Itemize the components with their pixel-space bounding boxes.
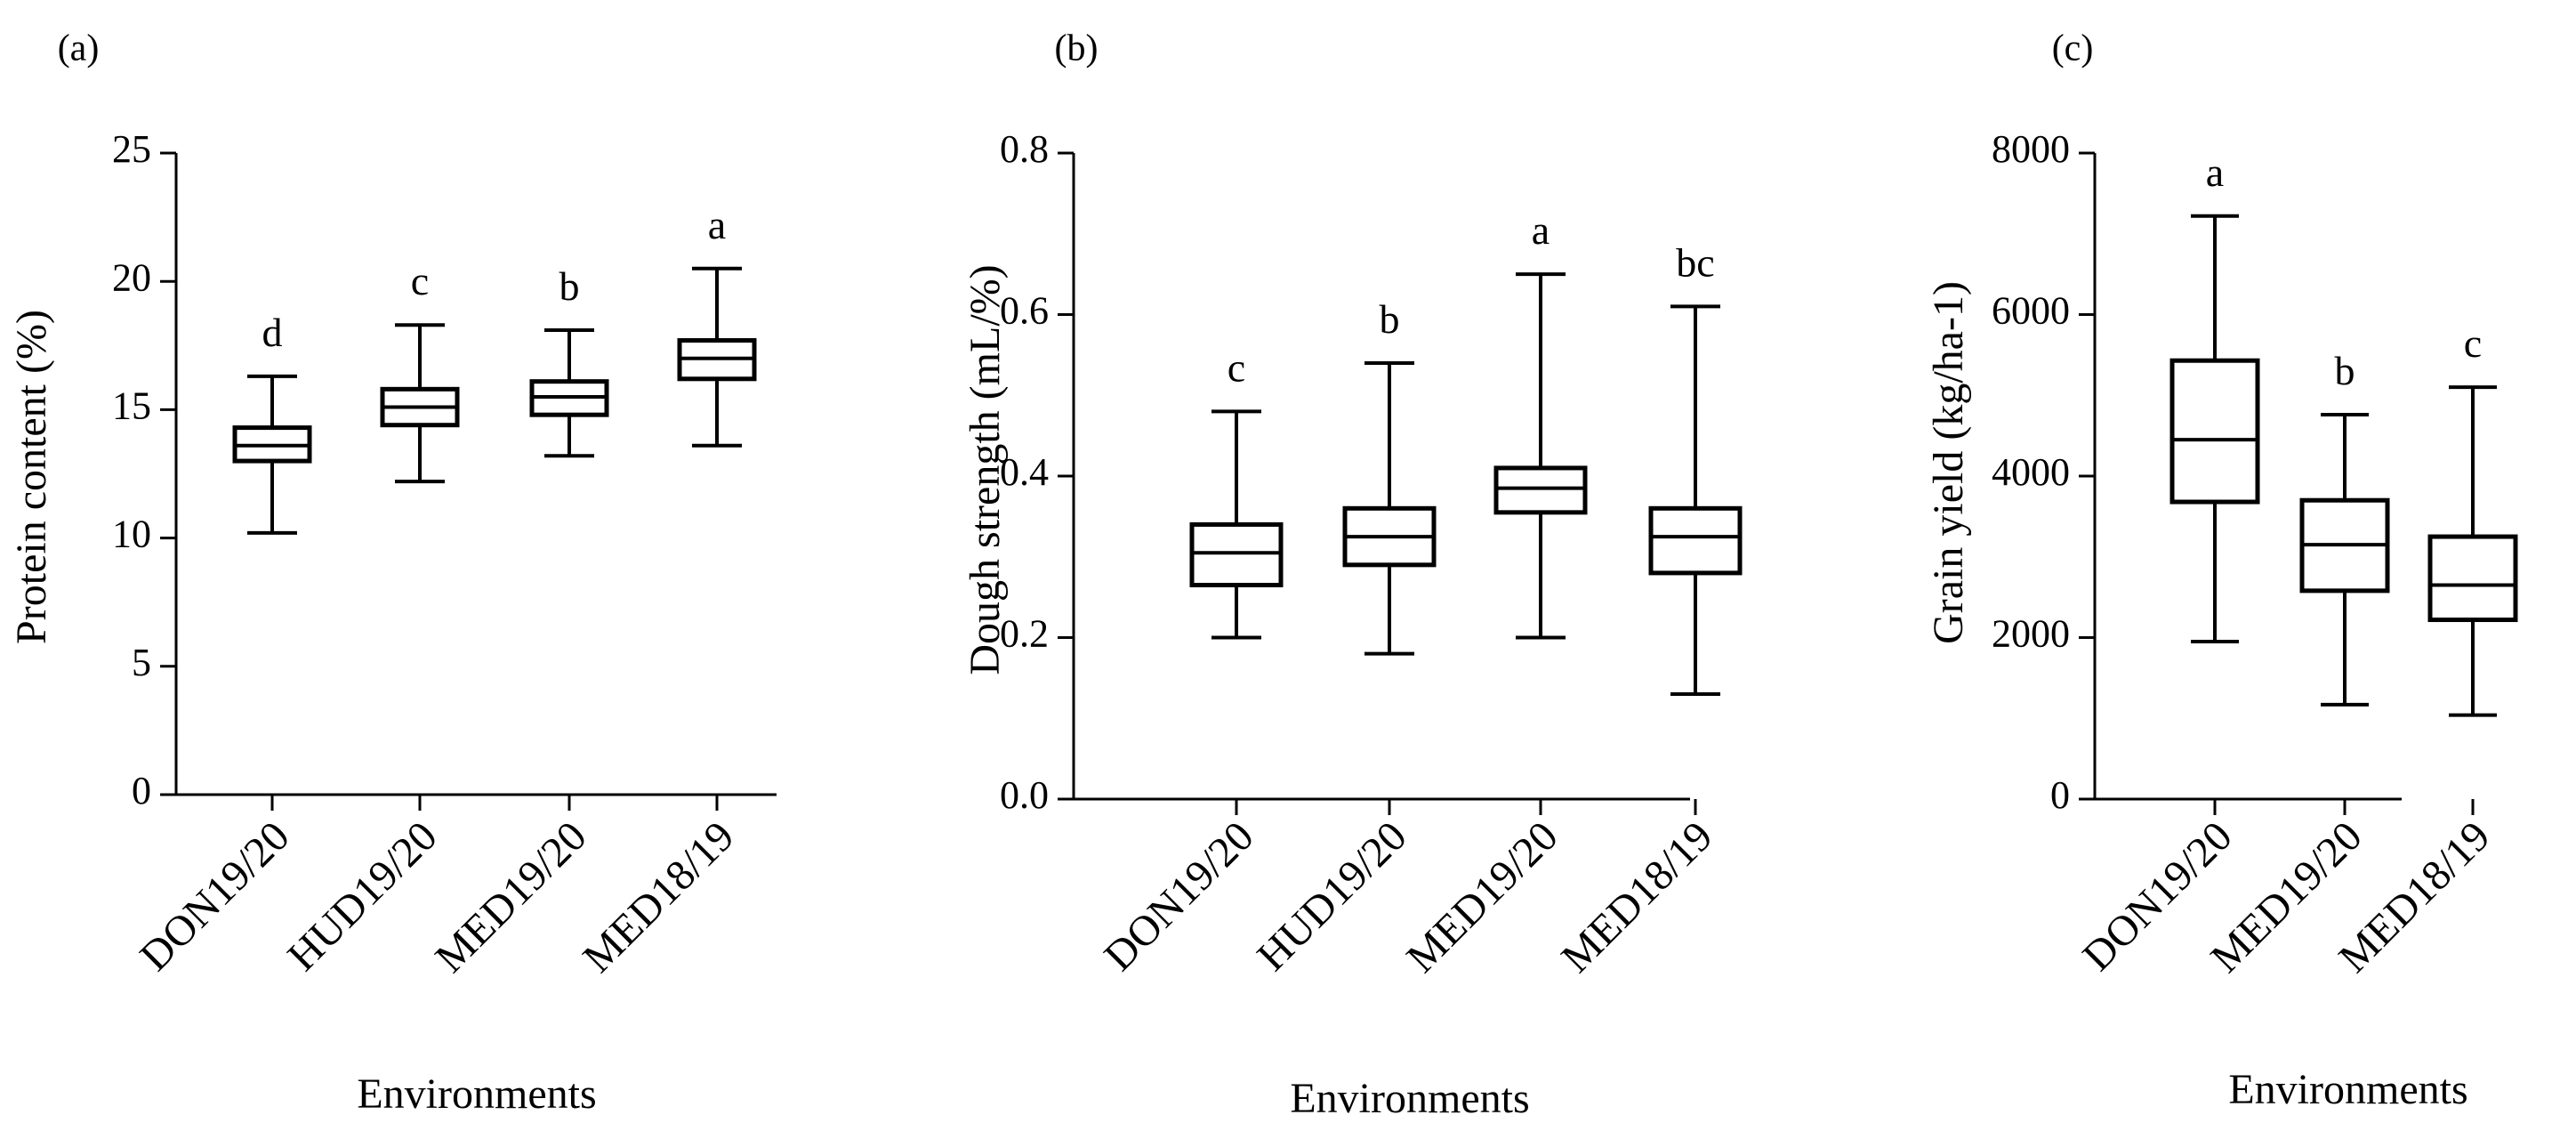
y-tick-label: 25 <box>112 127 151 171</box>
y-tick-label: 6000 <box>1992 289 2070 333</box>
significance-letter: a <box>708 202 726 247</box>
iqr-box <box>1648 505 1743 576</box>
iqr-box <box>1189 521 1284 588</box>
iqr-box <box>2427 534 2518 623</box>
significance-letter: bc <box>1676 239 1714 285</box>
y-tick-label: 2000 <box>1992 612 2070 656</box>
y-axis-title: Dough strength (mL/%) <box>962 264 1009 675</box>
panel-a: (a) 0 5 10 15 20 25 Protein content (%) Environm… <box>8 28 777 1118</box>
panel-c: (c) 0 2000 4000 6000 8000 Grain yield (kg/ha-1… <box>1925 28 2518 1113</box>
x-axis-title: Environments <box>357 1070 596 1118</box>
panel-b: (b) 0.0 0.2 0.4 0.6 0.8 Dough strength (mL/%) E… <box>962 28 1743 1122</box>
significance-letter: a <box>2206 149 2224 195</box>
significance-letter: b <box>1380 296 1400 342</box>
significance-letter: c <box>411 258 429 303</box>
x-category-label: MED18/19 <box>1552 812 1721 981</box>
iqr-box <box>2169 358 2260 505</box>
y-tick-label: 10 <box>112 513 151 556</box>
y-tick-label: 0.8 <box>1000 127 1049 171</box>
box-plot-don19-20: c DON19/20 <box>1095 344 1284 980</box>
box-plot-med19-20: a MED19/20 <box>1397 207 1588 981</box>
panel-label: (a) <box>58 28 100 69</box>
panel-label: (c) <box>2052 28 2094 69</box>
significance-letter: c <box>2464 320 2482 366</box>
box-plot-med18-19: bc MED18/19 <box>1552 239 1743 981</box>
y-tick-label: 5 <box>132 641 151 684</box>
y-tick-label: 0.2 <box>1000 612 1049 656</box>
y-tick-label: 0.0 <box>1000 773 1049 817</box>
significance-letter: a <box>1532 207 1550 253</box>
x-category-label: MED19/20 <box>426 812 595 981</box>
y-tick-label: 0.6 <box>1000 289 1049 333</box>
x-category-label: HUD19/20 <box>1248 812 1415 980</box>
y-axis-title: Protein content (%) <box>8 310 55 644</box>
y-tick-label: 8000 <box>1992 127 2070 171</box>
significance-letter: d <box>262 310 283 355</box>
panel-label: (b) <box>1055 28 1099 69</box>
x-axis-title: Environments <box>2228 1066 2467 1113</box>
x-category-label: DON19/20 <box>131 812 298 980</box>
box-plot-med18-19: a MED18/19 <box>574 202 757 981</box>
x-category-label: HUD19/20 <box>278 812 446 980</box>
x-category-label: MED19/20 <box>1397 812 1566 981</box>
box-plot-hud19-20: b HUD19/20 <box>1248 296 1437 980</box>
significance-letter: b <box>2335 348 2355 393</box>
box-plot-med19-20: b MED19/20 <box>426 263 609 981</box>
y-tick-label: 4000 <box>1992 450 2070 494</box>
y-tick-label: 0.4 <box>1000 450 1049 494</box>
x-axis-title: Environments <box>1290 1075 1529 1122</box>
significance-letter: b <box>559 263 580 309</box>
y-tick-label: 0 <box>2050 773 2070 817</box>
iqr-box <box>1493 465 1588 515</box>
x-category-label: DON19/20 <box>1095 812 1262 980</box>
box-plot-don19-20: d DON19/20 <box>131 310 312 980</box>
y-tick-label: 20 <box>112 255 151 299</box>
y-tick-label: 0 <box>132 769 151 812</box>
x-category-label: MED18/19 <box>574 812 743 981</box>
y-tick-label: 15 <box>112 384 151 427</box>
y-axis-title: Grain yield (kg/ha-1) <box>1925 281 1972 644</box>
significance-letter: c <box>1228 344 1245 390</box>
box-plot-hud19-20: c HUD19/20 <box>278 258 460 980</box>
